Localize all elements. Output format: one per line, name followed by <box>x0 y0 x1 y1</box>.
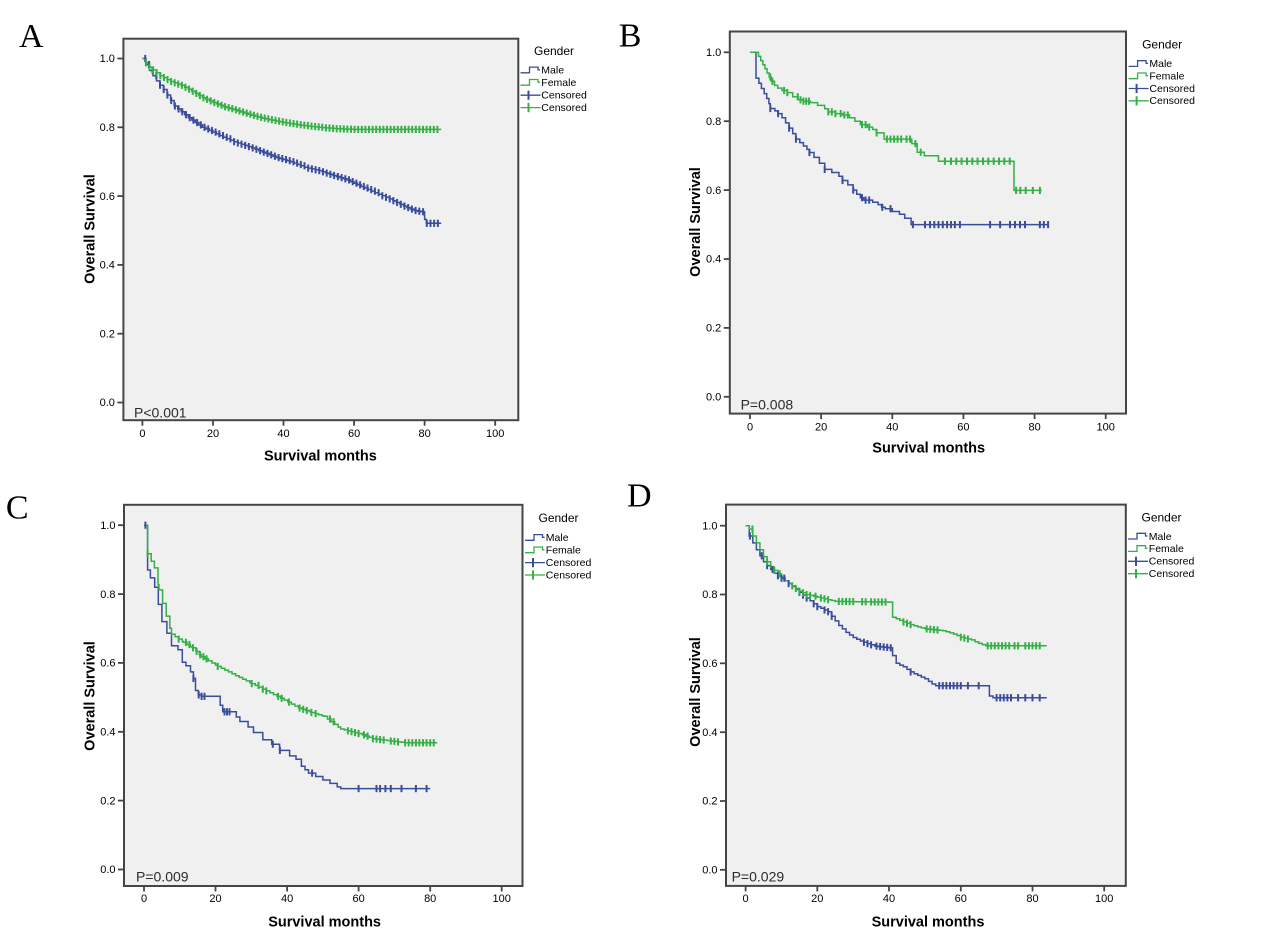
svg-text:D: D <box>627 478 652 515</box>
svg-text:Female: Female <box>541 77 576 89</box>
svg-text:40: 40 <box>277 428 289 440</box>
svg-text:Male: Male <box>546 532 569 544</box>
svg-text:Gender: Gender <box>1142 38 1182 52</box>
svg-text:Survival months: Survival months <box>872 915 985 931</box>
svg-text:0: 0 <box>747 421 753 433</box>
svg-text:0.4: 0.4 <box>702 727 717 739</box>
svg-text:C: C <box>6 489 29 526</box>
svg-text:Female: Female <box>546 545 581 557</box>
svg-text:20: 20 <box>209 893 221 905</box>
svg-text:Overall Survival: Overall Survival <box>688 167 704 277</box>
svg-text:0: 0 <box>743 893 749 905</box>
svg-text:0.8: 0.8 <box>706 116 721 128</box>
svg-text:1.0: 1.0 <box>100 520 115 532</box>
svg-text:P<0.001: P<0.001 <box>134 405 187 421</box>
svg-text:Survival months: Survival months <box>264 448 377 464</box>
svg-text:Censored: Censored <box>1149 556 1195 568</box>
svg-text:Censored: Censored <box>541 90 587 102</box>
svg-text:20: 20 <box>815 421 827 433</box>
svg-text:0.6: 0.6 <box>100 658 115 670</box>
svg-text:0.4: 0.4 <box>706 254 721 266</box>
svg-text:20: 20 <box>207 428 219 440</box>
svg-text:0.6: 0.6 <box>702 658 717 670</box>
svg-text:60: 60 <box>348 428 360 440</box>
svg-text:0.8: 0.8 <box>100 122 115 134</box>
svg-text:0.2: 0.2 <box>100 795 115 807</box>
svg-text:Gender: Gender <box>1142 511 1182 525</box>
svg-text:0: 0 <box>139 428 145 440</box>
svg-text:1.0: 1.0 <box>100 53 115 65</box>
svg-text:40: 40 <box>886 421 898 433</box>
svg-text:Male: Male <box>1149 531 1172 543</box>
svg-text:60: 60 <box>352 893 364 905</box>
svg-text:B: B <box>619 18 642 55</box>
svg-text:60: 60 <box>957 421 969 433</box>
svg-text:Overall Survival: Overall Survival <box>82 641 98 751</box>
svg-text:1.0: 1.0 <box>702 520 717 532</box>
svg-text:Censored: Censored <box>541 102 587 114</box>
svg-text:A: A <box>19 18 44 55</box>
svg-text:0.8: 0.8 <box>702 589 717 601</box>
svg-text:P=0.009: P=0.009 <box>136 868 189 884</box>
svg-text:Censored: Censored <box>546 557 592 569</box>
svg-text:0.0: 0.0 <box>100 864 115 876</box>
svg-text:Censored: Censored <box>1149 83 1195 95</box>
svg-text:100: 100 <box>493 893 511 905</box>
svg-text:80: 80 <box>1028 421 1040 433</box>
svg-text:P=0.029: P=0.029 <box>732 868 785 884</box>
svg-text:Male: Male <box>541 65 564 77</box>
svg-text:0.0: 0.0 <box>100 397 115 409</box>
svg-text:20: 20 <box>811 893 823 905</box>
svg-text:Gender: Gender <box>534 44 574 58</box>
svg-text:100: 100 <box>486 428 504 440</box>
svg-text:100: 100 <box>1095 893 1113 905</box>
svg-text:Gender: Gender <box>539 511 579 525</box>
svg-text:Overall Survival: Overall Survival <box>688 637 704 747</box>
svg-text:0.0: 0.0 <box>702 865 717 877</box>
svg-text:Censored: Censored <box>546 569 592 581</box>
svg-text:80: 80 <box>418 428 430 440</box>
svg-text:Female: Female <box>1149 543 1184 555</box>
svg-text:Overall Survival: Overall Survival <box>82 174 98 284</box>
svg-text:40: 40 <box>281 893 293 905</box>
svg-text:60: 60 <box>955 893 967 905</box>
svg-text:0: 0 <box>141 893 147 905</box>
svg-text:Survival months: Survival months <box>872 440 985 456</box>
svg-text:40: 40 <box>883 893 895 905</box>
svg-text:1.0: 1.0 <box>706 47 721 59</box>
svg-text:Survival months: Survival months <box>268 915 381 931</box>
svg-text:0.4: 0.4 <box>100 260 115 272</box>
svg-text:0.8: 0.8 <box>100 589 115 601</box>
svg-text:Censored: Censored <box>1149 568 1195 580</box>
svg-text:80: 80 <box>424 893 436 905</box>
svg-text:0.6: 0.6 <box>706 185 721 197</box>
svg-text:Male: Male <box>1149 58 1172 70</box>
svg-text:0.0: 0.0 <box>706 392 721 404</box>
svg-text:Female: Female <box>1149 71 1184 83</box>
svg-text:0.2: 0.2 <box>702 796 717 808</box>
svg-text:100: 100 <box>1097 421 1115 433</box>
svg-text:0.6: 0.6 <box>100 191 115 203</box>
svg-text:Censored: Censored <box>1149 95 1195 107</box>
svg-text:0.2: 0.2 <box>100 328 115 340</box>
svg-text:0.2: 0.2 <box>706 323 721 335</box>
svg-text:P=0.008: P=0.008 <box>741 396 794 412</box>
svg-text:0.4: 0.4 <box>100 727 115 739</box>
svg-text:80: 80 <box>1026 893 1038 905</box>
